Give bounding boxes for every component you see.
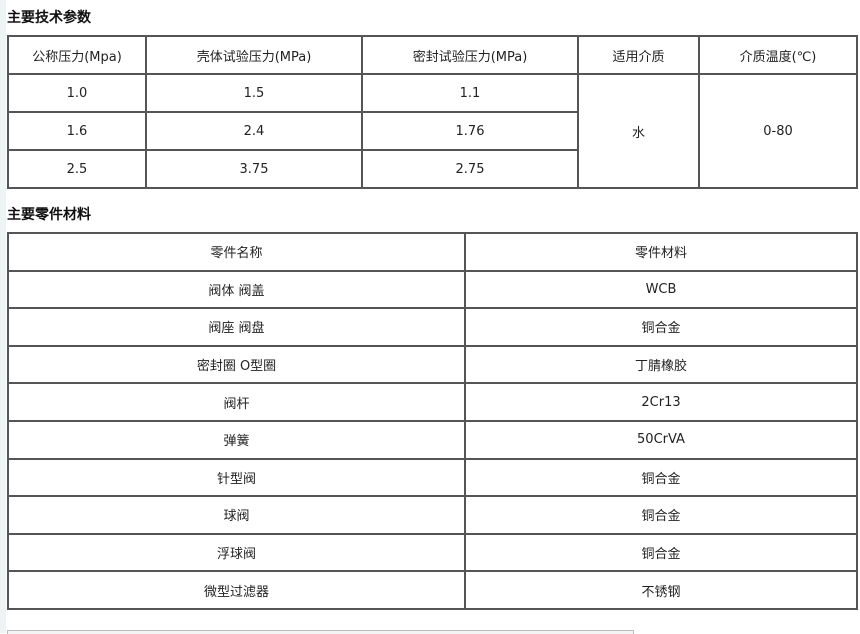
table-row: 1.0 1.5 1.1 水 0-80 [7, 73, 858, 189]
horizontal-scrollbar[interactable] [7, 630, 634, 634]
part-name-cell: 针型阀 [7, 457, 466, 498]
material-cell: 铜合金 [464, 457, 858, 498]
part-name-cell: 球阀 [7, 495, 466, 535]
materials-table: 零件名称 零件材料 阀体 阀盖 WCB 阀座 阀盘 铜合金 密封圈 O型圈 丁腈橡胶 阀杆 2… [7, 232, 858, 610]
material-cell: 不锈钢 [464, 570, 858, 610]
material-cell: 丁腈橡胶 [464, 344, 858, 385]
table-cell: 1.0 [7, 73, 147, 113]
material-cell: 50CrVA [464, 419, 858, 460]
section-title-materials: 主要零件材料 [7, 207, 91, 223]
table-cell: 2.4 [145, 111, 363, 151]
material-cell: 铜合金 [464, 532, 858, 573]
temperature-cell: 0-80 [698, 73, 858, 189]
part-name-cell: 弹簧 [7, 419, 466, 460]
table-row: 阀体 阀盖 WCB [7, 269, 858, 310]
material-cell: WCB [464, 269, 858, 310]
table-row: 微型过滤器 不锈钢 [7, 570, 858, 610]
part-name-cell: 浮球阀 [7, 532, 466, 573]
table-cell: 1.6 [7, 111, 147, 151]
part-name-cell: 阀座 阀盘 [7, 307, 466, 347]
part-name-cell: 阀体 阀盖 [7, 269, 466, 310]
table-cell: 1.76 [361, 111, 579, 151]
table-row: 密封圈 O型圈 丁腈橡胶 [7, 344, 858, 385]
header-cell: 零件名称 [7, 232, 466, 272]
table-row: 1.6 2.4 1.76 [7, 111, 857, 151]
material-cell: 2Cr13 [464, 382, 858, 422]
table-header-row: 公称压力(Mpa) 壳体试验压力(MPa) 密封试验压力(MPa) 适用介质 介… [7, 35, 858, 75]
part-name-cell: 密封圈 O型圈 [7, 344, 466, 385]
table-header-row: 零件名称 零件材料 [7, 232, 858, 272]
table-cell: 1.5 [145, 73, 363, 113]
header-cell: 壳体试验压力(MPa) [145, 35, 363, 75]
table-cell: 2.75 [361, 149, 579, 189]
header-cell: 密封试验压力(MPa) [361, 35, 579, 75]
material-cell: 铜合金 [464, 307, 858, 347]
part-name-cell: 微型过滤器 [7, 570, 466, 610]
header-cell: 公称压力(Mpa) [7, 35, 147, 75]
section-title-tech-params: 主要技术参数 [7, 10, 91, 26]
header-cell: 零件材料 [464, 232, 858, 272]
table-cell: 1.1 [361, 73, 579, 113]
part-name-cell: 阀杆 [7, 382, 466, 422]
header-cell: 适用介质 [577, 35, 700, 75]
material-cell: 铜合金 [464, 495, 858, 535]
table-row: 2.5 3.75 2.75 [7, 149, 857, 189]
table-row: 浮球阀 铜合金 [7, 532, 858, 573]
table-row: 阀座 阀盘 铜合金 [7, 307, 858, 347]
medium-cell: 水 [577, 73, 700, 189]
table-row: 阀杆 2Cr13 [7, 382, 858, 422]
table-row: 针型阀 铜合金 [7, 457, 858, 498]
table-row: 弹簧 50CrVA [7, 419, 858, 460]
header-cell: 介质温度(℃) [698, 35, 858, 75]
table-cell: 2.5 [7, 149, 147, 189]
table-row: 球阀 铜合金 [7, 495, 858, 535]
table-cell: 3.75 [145, 149, 363, 189]
page-edge [0, 0, 6, 633]
tech-params-table: 公称压力(Mpa) 壳体试验压力(MPa) 密封试验压力(MPa) 适用介质 介… [7, 35, 858, 189]
